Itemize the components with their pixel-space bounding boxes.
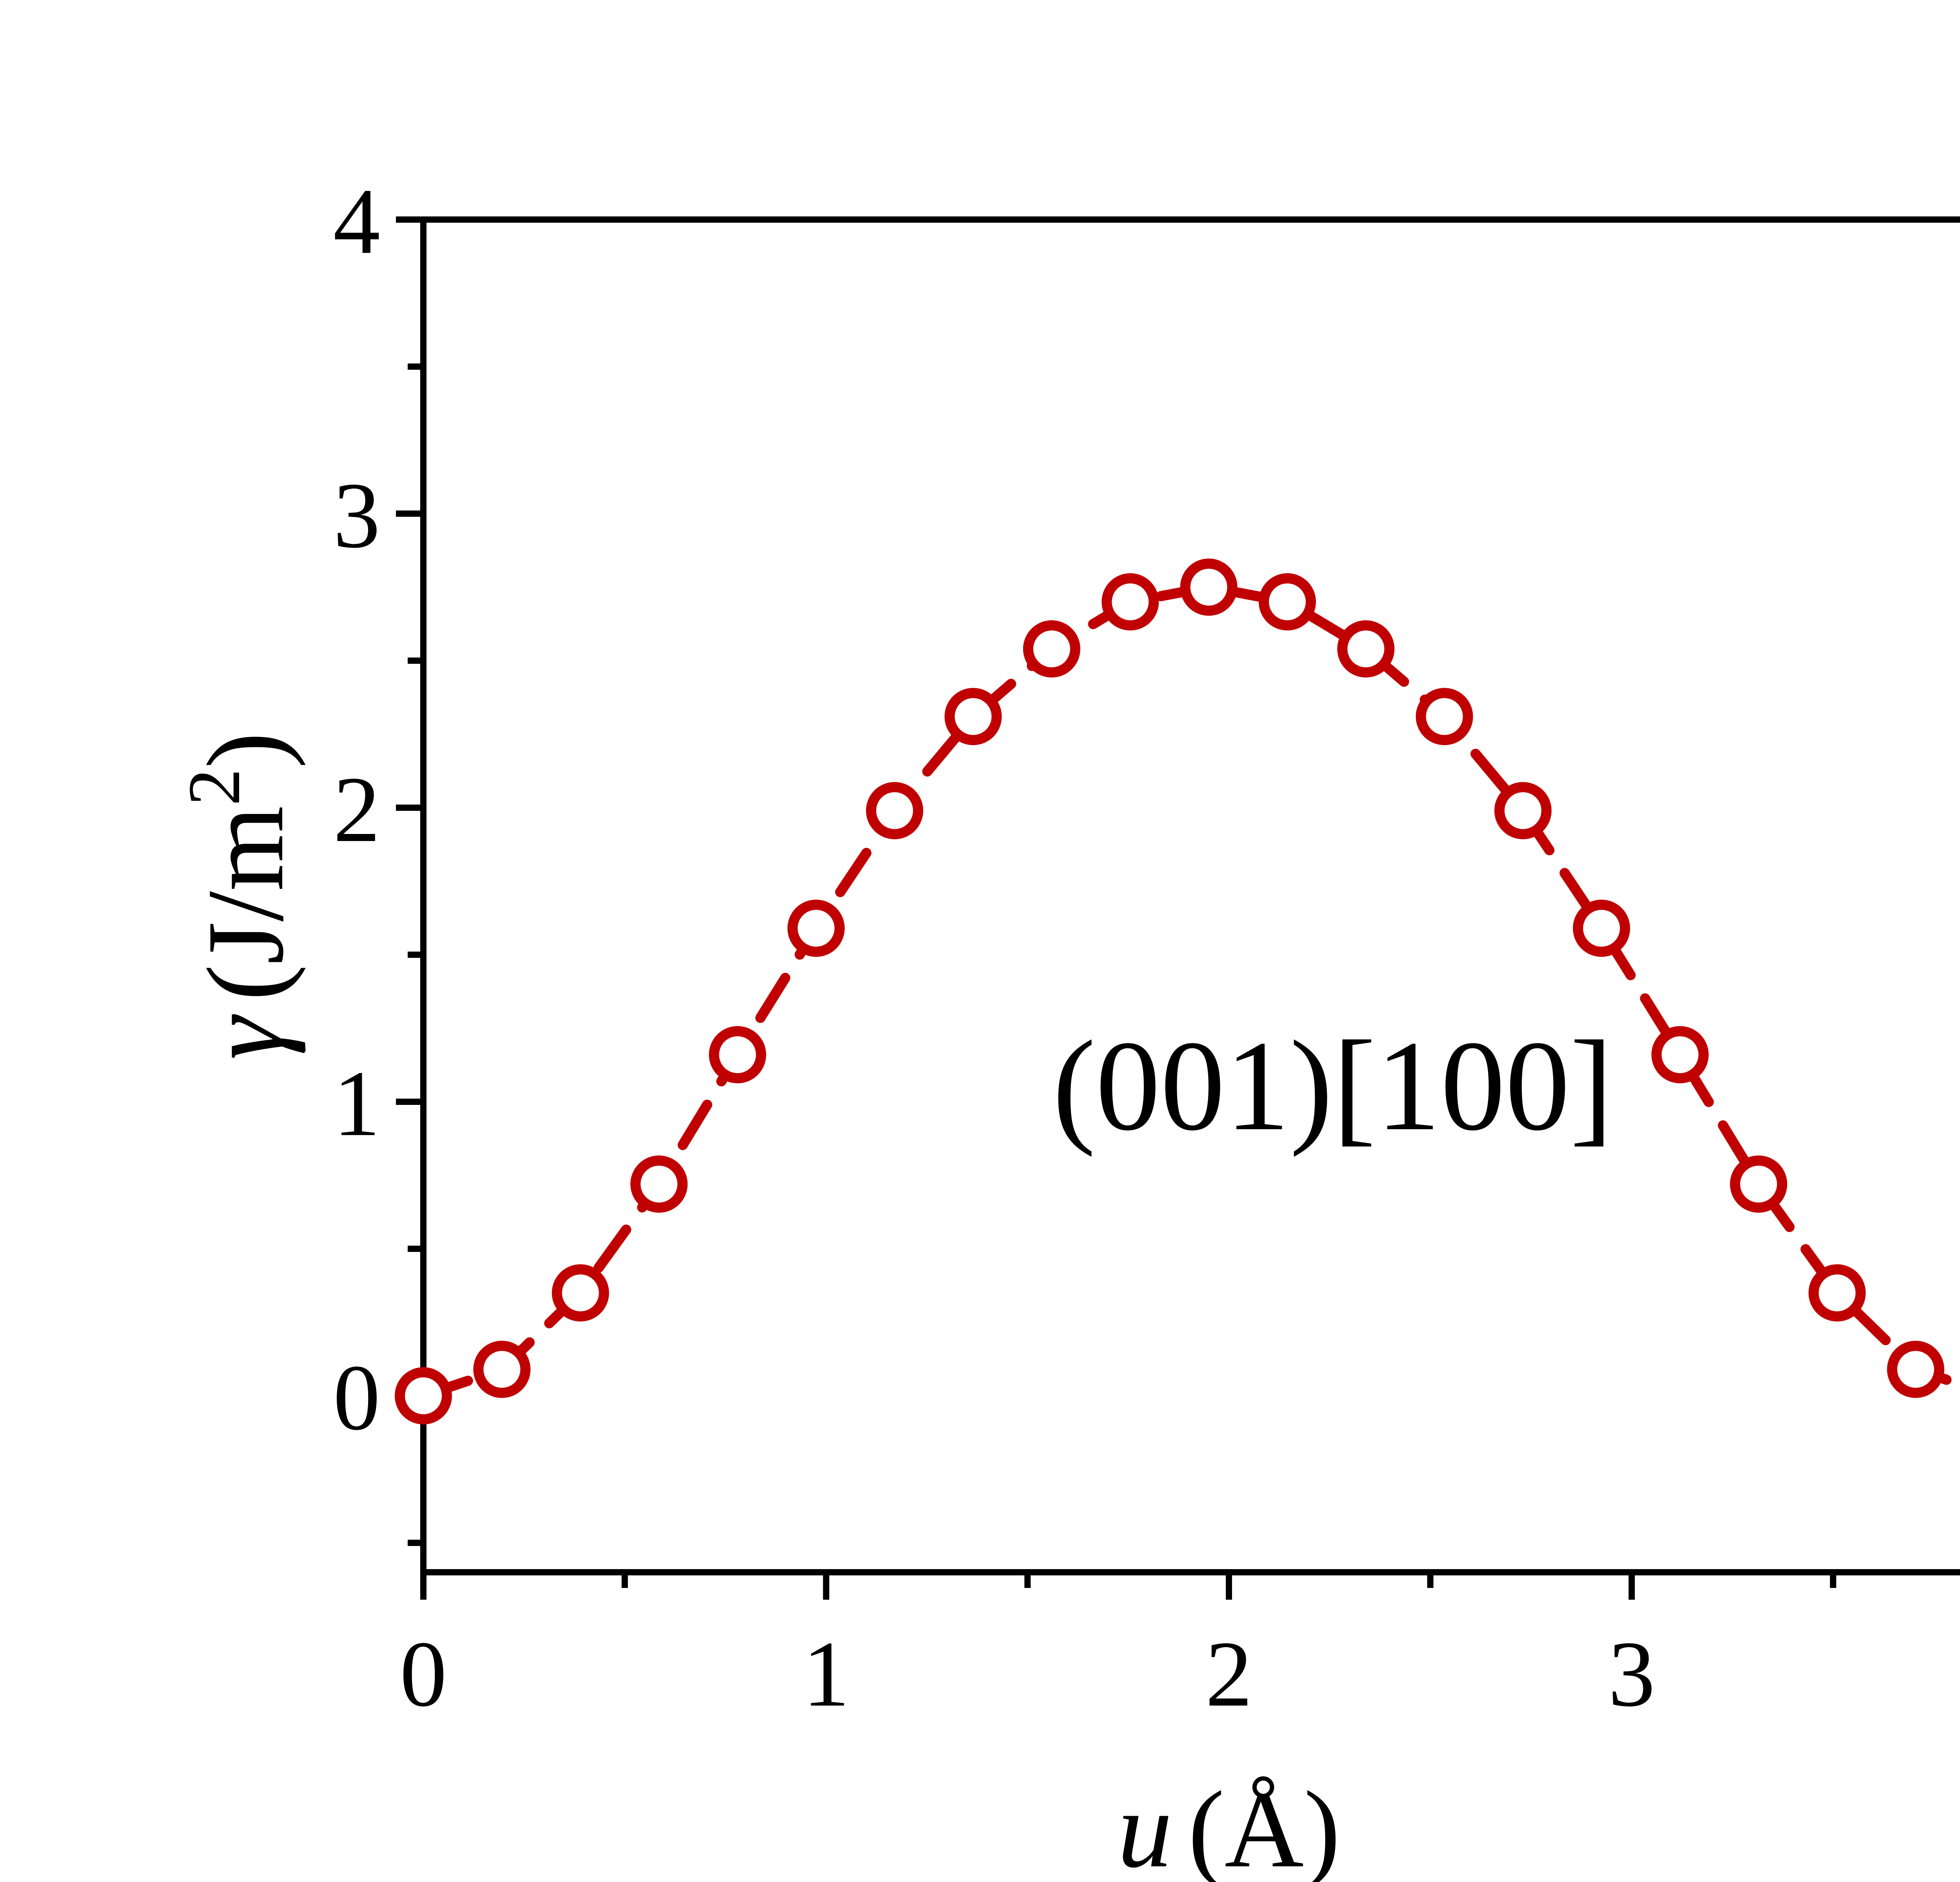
data-point — [473, 1341, 531, 1398]
tick-labels: 0123401234 — [333, 169, 1655, 1726]
data-point — [1258, 573, 1316, 630]
data-point — [1808, 1264, 1866, 1322]
x-tick-label: 0 — [400, 1622, 447, 1726]
x-axis-unit: (Å) — [1188, 1768, 1341, 1882]
y-tick-label: 3 — [333, 463, 380, 567]
data-point — [787, 899, 845, 957]
data-point — [395, 1367, 452, 1424]
y-tick-label: 2 — [333, 757, 380, 861]
data-point — [709, 1026, 766, 1083]
series-line — [418, 582, 1960, 1401]
data-point — [1494, 782, 1552, 839]
data-point — [630, 1155, 688, 1213]
x-axis-title: u (Å) — [1118, 1768, 1341, 1882]
axis-ticks — [396, 216, 1837, 1600]
data-point — [1337, 620, 1395, 678]
plot-annotation: (001)[100] — [1053, 1014, 1613, 1157]
y-axis-title: γ (J/m2) — [173, 732, 306, 1060]
data-point — [1887, 1341, 1944, 1398]
y-axis-unit: (J/m — [184, 806, 306, 1001]
y-tick-label: 1 — [333, 1051, 380, 1155]
x-tick-label: 3 — [1608, 1622, 1655, 1726]
data-point — [1651, 1026, 1709, 1083]
x-tick-label: 2 — [1205, 1622, 1252, 1726]
plot-frame — [420, 216, 1960, 1575]
y-axis-unit-close: ) — [184, 732, 306, 768]
data-point — [1730, 1155, 1788, 1213]
series-layer — [395, 558, 1960, 1424]
data-point — [1573, 899, 1630, 957]
y-axis-unit-superscript: 2 — [173, 768, 256, 806]
y-tick-label: 4 — [333, 169, 380, 273]
data-point — [866, 782, 924, 839]
x-axis-symbol: u — [1118, 1768, 1172, 1882]
data-point — [1102, 573, 1159, 630]
data-point — [1023, 620, 1080, 678]
x-tick-label: 1 — [803, 1622, 850, 1726]
data-point — [944, 688, 1002, 745]
data-point — [1416, 688, 1473, 745]
plot-area — [420, 216, 1960, 1575]
data-point — [1180, 558, 1238, 616]
y-axis-symbol: γ — [184, 1014, 306, 1060]
data-point — [552, 1264, 609, 1322]
y-tick-label: 0 — [333, 1345, 380, 1450]
